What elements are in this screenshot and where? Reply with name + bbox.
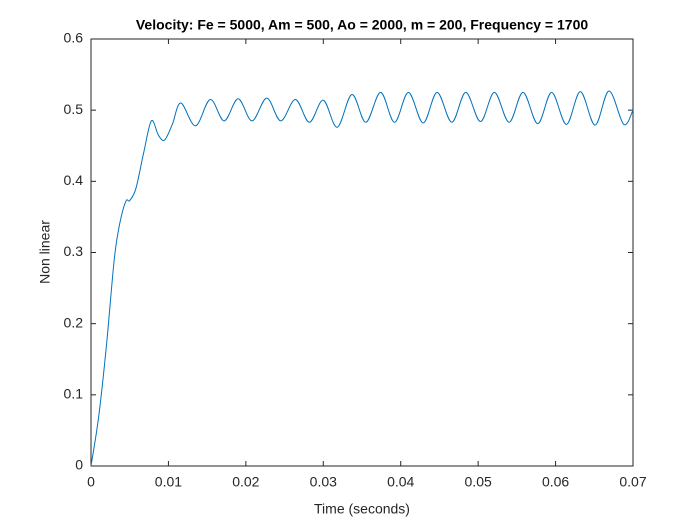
x-tick-label: 0.03 xyxy=(310,474,337,490)
y-tick-label: 0.2 xyxy=(64,314,84,330)
plot-box xyxy=(90,38,634,467)
x-axis-label: Time (seconds) xyxy=(314,501,410,517)
y-tick-label: 0.4 xyxy=(64,172,84,188)
y-axis-label: Non linear xyxy=(37,220,53,284)
y-tick-label: 0.5 xyxy=(64,101,84,117)
x-tick-label: 0.02 xyxy=(232,474,259,490)
y-tick-label: 0 xyxy=(75,457,83,473)
line-series xyxy=(90,90,634,467)
chart-title: Velocity: Fe = 5000, Am = 500, Ao = 2000… xyxy=(136,17,588,33)
x-tick-label: 0.01 xyxy=(155,474,182,490)
x-tick-label: 0.04 xyxy=(387,474,414,490)
y-tick-label: 0.6 xyxy=(64,30,84,46)
y-tick-label: 0.3 xyxy=(64,243,84,259)
x-tick-label: 0.06 xyxy=(542,474,569,490)
x-tick-label: 0.07 xyxy=(619,474,646,490)
x-tick-label: 0.05 xyxy=(465,474,492,490)
x-tick-label: 0 xyxy=(87,474,95,490)
y-tick-label: 0.1 xyxy=(64,386,84,402)
